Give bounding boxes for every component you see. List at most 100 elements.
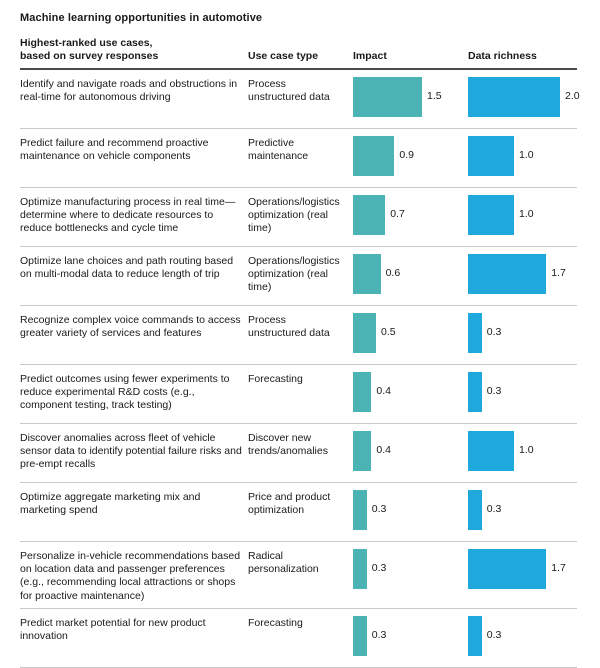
impact-bar-group: 0.3 xyxy=(353,490,468,530)
impact-bar xyxy=(353,490,367,530)
data-richness-bar-group: 0.3 xyxy=(468,313,577,353)
data-richness-bar-group: 1.0 xyxy=(468,136,577,176)
impact-bar-group: 0.6 xyxy=(353,254,468,294)
impact-bar-group: 0.9 xyxy=(353,136,468,176)
impact-value: 0.4 xyxy=(376,385,391,398)
impact-bar xyxy=(353,615,367,656)
use-case-text: Optimize manufacturing process in real t… xyxy=(20,196,236,235)
data-richness-bar-group: 1.7 xyxy=(468,549,577,589)
table-row: Discover anomalies across fleet of vehic… xyxy=(20,424,577,483)
data-richness-bar xyxy=(468,136,514,176)
data-richness-value: 1.7 xyxy=(551,562,566,575)
use-case-type-text: Operations/logistics optimization (real … xyxy=(248,255,340,294)
impact-bar-group: 0.4 xyxy=(353,431,468,471)
data-richness-bar-group: 1.7 xyxy=(468,254,577,294)
data-richness-bar xyxy=(468,431,514,471)
data-richness-value: 1.7 xyxy=(551,267,566,280)
use-case-type-text: Process unstructured data xyxy=(248,78,330,104)
data-richness-bar xyxy=(468,490,482,530)
header-data-richness: Data richness xyxy=(468,50,537,62)
use-case-text: Optimize aggregate marketing mix and mar… xyxy=(20,491,201,517)
impact-bar-group: 0.3 xyxy=(353,615,468,656)
impact-value: 0.3 xyxy=(371,503,387,516)
data-richness-bar xyxy=(468,77,560,117)
use-case-text: Predict outcomes using fewer experiments… xyxy=(20,373,230,412)
impact-value: 0.4 xyxy=(376,444,391,457)
impact-value: 1.5 xyxy=(427,90,442,103)
header-use-cases-line1: Highest-ranked use cases, xyxy=(20,37,153,49)
data-richness-bar-group: 0.3 xyxy=(468,615,577,656)
impact-bar xyxy=(353,372,372,412)
table-row: Predict market potential for new product… xyxy=(20,609,577,668)
impact-bar xyxy=(353,195,386,235)
header-use-case-type: Use case type xyxy=(248,50,319,62)
header-use-cases: Highest-ranked use cases, based on surve… xyxy=(20,37,248,63)
impact-value: 0.3 xyxy=(371,562,387,575)
impact-value: 0.9 xyxy=(399,149,414,162)
table-body: Identify and navigate roads and obstruct… xyxy=(20,70,580,668)
use-case-text: Predict failure and recommend proactive … xyxy=(20,137,209,163)
impact-bar xyxy=(353,549,367,589)
data-richness-value: 0.3 xyxy=(486,385,502,398)
data-richness-bar xyxy=(468,195,514,235)
header-impact: Impact xyxy=(353,50,387,62)
impact-bar-group: 0.4 xyxy=(353,372,468,412)
table-row: Predict outcomes using fewer experiments… xyxy=(20,365,577,424)
data-richness-value: 0.3 xyxy=(486,326,502,339)
impact-bar-group: 0.7 xyxy=(353,195,468,235)
table-row: Personalize in-vehicle recommendations b… xyxy=(20,542,577,609)
data-richness-bar xyxy=(468,254,547,294)
impact-bar xyxy=(353,431,372,471)
impact-value: 0.7 xyxy=(390,208,405,221)
use-case-type-text: Forecasting xyxy=(248,616,303,629)
header-use-cases-line2: based on survey responses xyxy=(20,50,159,62)
use-case-type-text: Radical personalization xyxy=(248,550,319,576)
impact-bar xyxy=(353,77,422,117)
page-title: Machine learning opportunities in automo… xyxy=(20,12,263,24)
table-row: Optimize manufacturing process in real t… xyxy=(20,188,577,247)
impact-bar-group: 0.3 xyxy=(353,549,468,589)
data-richness-bar-group: 1.0 xyxy=(468,195,577,235)
impact-bar-group: 0.5 xyxy=(353,313,468,353)
use-case-type-text: Price and product optimization xyxy=(248,491,331,517)
data-richness-value: 1.0 xyxy=(519,149,534,162)
use-case-text: Predict market potential for new product… xyxy=(20,616,206,643)
table-header: Highest-ranked use cases, based on surve… xyxy=(20,37,577,70)
data-richness-value: 1.0 xyxy=(519,208,534,221)
impact-bar xyxy=(353,313,376,353)
data-richness-bar xyxy=(468,372,482,412)
data-richness-value: 0.3 xyxy=(486,503,502,516)
data-richness-value: 1.0 xyxy=(519,444,534,457)
data-richness-bar-group: 2.0 xyxy=(468,77,580,117)
use-case-type-text: Forecasting xyxy=(248,373,303,385)
data-richness-value: 2.0 xyxy=(565,90,580,103)
table-row: Predict failure and recommend proactive … xyxy=(20,129,577,188)
table-row: Optimize aggregate marketing mix and mar… xyxy=(20,483,577,542)
data-richness-bar-group: 0.3 xyxy=(468,372,577,412)
table-row: Optimize lane choices and path routing b… xyxy=(20,247,577,306)
impact-value: 0.5 xyxy=(381,326,396,339)
use-case-text: Identify and navigate roads and obstruct… xyxy=(20,78,238,104)
impact-value: 0.6 xyxy=(385,267,401,280)
use-case-type-text: Predictive maintenance xyxy=(248,137,309,163)
table-row: Identify and navigate roads and obstruct… xyxy=(20,70,580,129)
impact-value: 0.3 xyxy=(371,629,387,642)
data-richness-bar xyxy=(468,549,547,589)
data-richness-bar xyxy=(468,615,482,656)
data-richness-bar-group: 0.3 xyxy=(468,490,577,530)
use-case-text: Discover anomalies across fleet of vehic… xyxy=(20,432,242,471)
use-case-type-text: Process unstructured data xyxy=(248,314,330,340)
impact-bar-group: 1.5 xyxy=(353,77,468,117)
use-case-text: Recognize complex voice commands to acce… xyxy=(20,314,241,340)
use-case-text: Personalize in-vehicle recommendations b… xyxy=(20,550,241,602)
impact-bar xyxy=(353,254,381,294)
table-row: Recognize complex voice commands to acce… xyxy=(20,306,577,365)
impact-bar xyxy=(353,136,395,176)
data-richness-bar xyxy=(468,313,482,353)
use-case-type-text: Discover new trends/anomalies xyxy=(248,432,328,458)
data-richness-value: 0.3 xyxy=(486,629,502,642)
data-richness-bar-group: 1.0 xyxy=(468,431,577,471)
use-case-text: Optimize lane choices and path routing b… xyxy=(20,255,234,281)
use-case-type-text: Operations/logistics optimization (real … xyxy=(248,196,340,235)
